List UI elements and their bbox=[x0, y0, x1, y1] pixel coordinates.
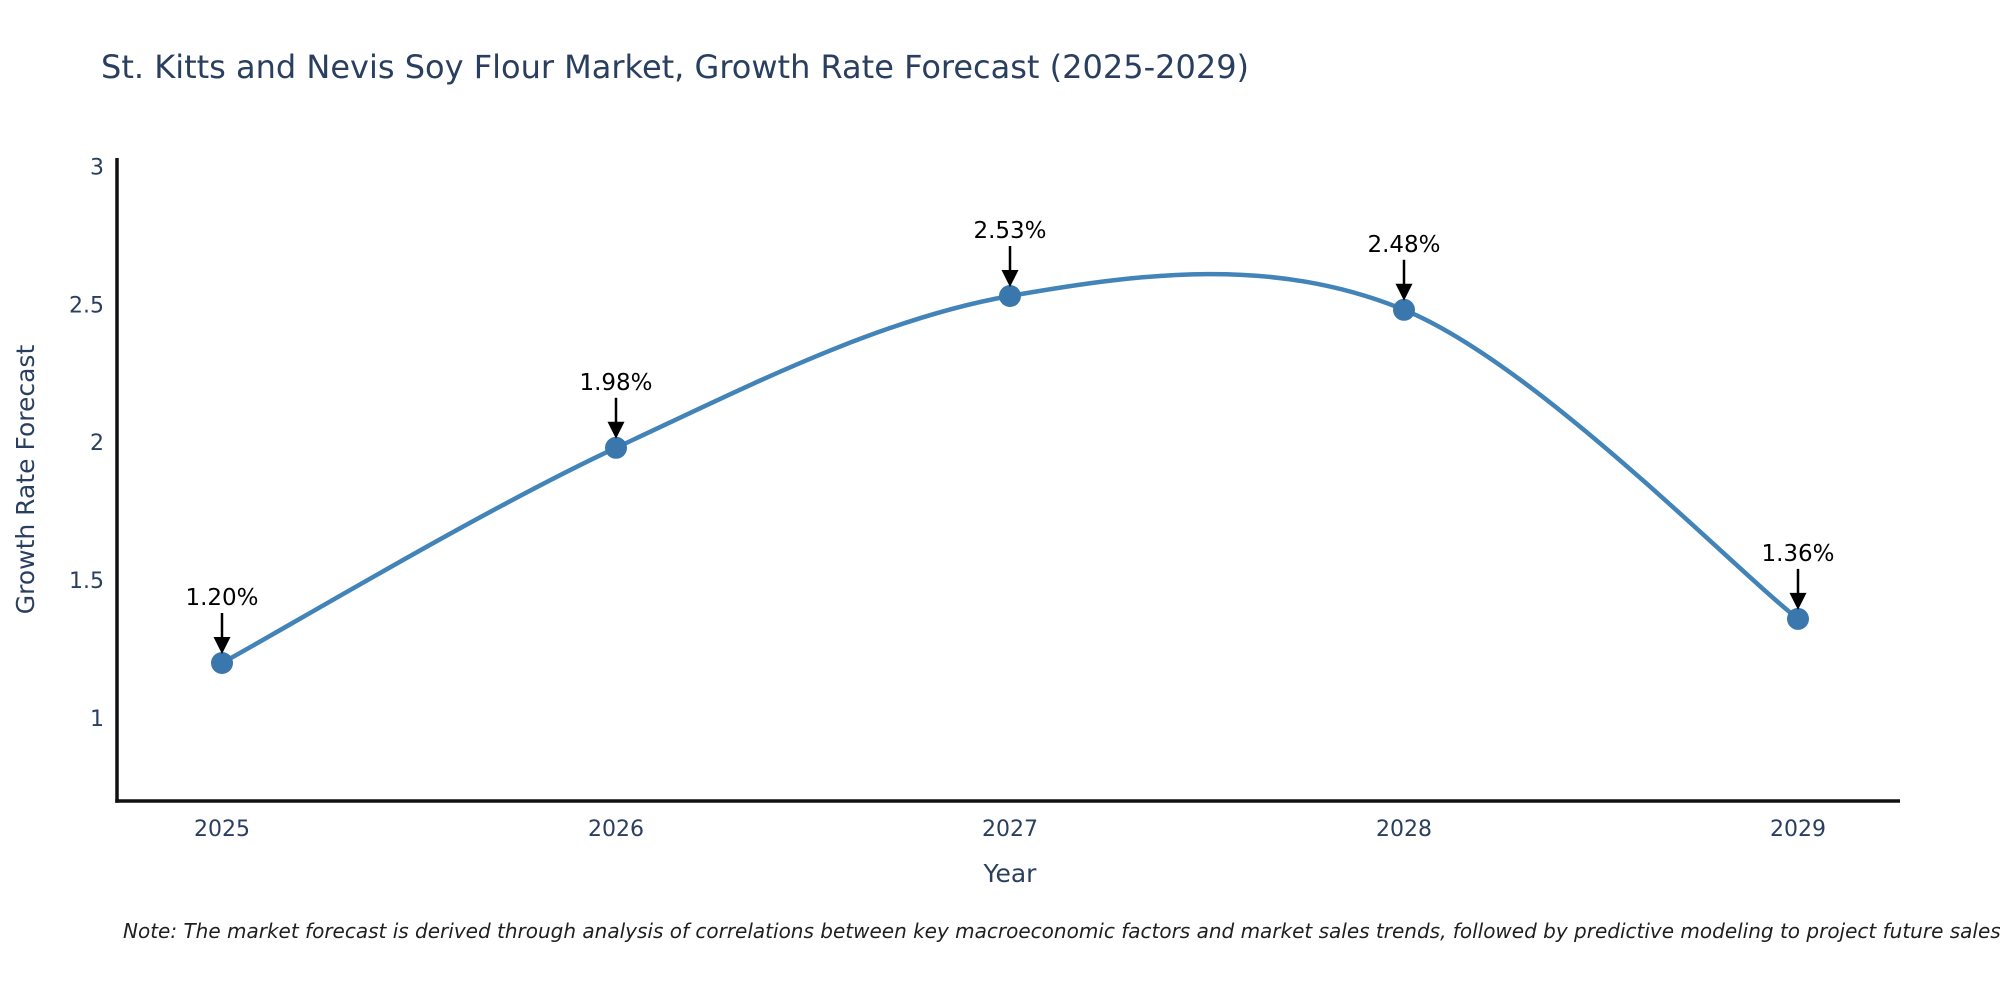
chart-title: St. Kitts and Nevis Soy Flour Market, Gr… bbox=[101, 48, 1250, 86]
annotation-label: 1.20% bbox=[185, 585, 258, 611]
x-tick-label: 2029 bbox=[1770, 817, 1826, 842]
annotation-arrowhead bbox=[607, 421, 625, 439]
annotation-arrowhead bbox=[213, 637, 231, 654]
footnote: Note: The market forecast is derived thr… bbox=[123, 919, 2000, 943]
annotation-label: 1.36% bbox=[1761, 541, 1834, 567]
x-tick-label: 2028 bbox=[1376, 817, 1432, 842]
x-tick-label: 2025 bbox=[194, 817, 250, 842]
data-point-marker bbox=[1787, 607, 1809, 630]
y-axis-title: Growth Rate Forecast bbox=[11, 345, 40, 615]
y-tick-label: 1 bbox=[90, 707, 104, 732]
x-tick-label: 2027 bbox=[982, 817, 1038, 842]
x-axis-title: Year bbox=[983, 859, 1038, 888]
y-tick-label: 2 bbox=[90, 431, 104, 456]
data-point-marker bbox=[211, 652, 233, 674]
x-tick-label: 2026 bbox=[588, 817, 644, 842]
series-line bbox=[219, 271, 1801, 666]
data-point-marker bbox=[605, 436, 627, 459]
annotation-arrowhead bbox=[1789, 592, 1807, 610]
annotation-arrowhead bbox=[1001, 270, 1019, 287]
y-tick-label: 1.5 bbox=[69, 569, 104, 594]
y-tick-label: 2.5 bbox=[69, 293, 104, 318]
annotation-label: 2.53% bbox=[973, 218, 1046, 244]
annotation-label: 2.48% bbox=[1367, 232, 1440, 258]
data-point-marker bbox=[1393, 298, 1415, 321]
annotation-arrowhead bbox=[1395, 283, 1413, 301]
y-tick-label: 3 bbox=[90, 155, 104, 180]
data-point-marker bbox=[999, 285, 1021, 307]
annotation-label: 1.98% bbox=[579, 370, 652, 396]
